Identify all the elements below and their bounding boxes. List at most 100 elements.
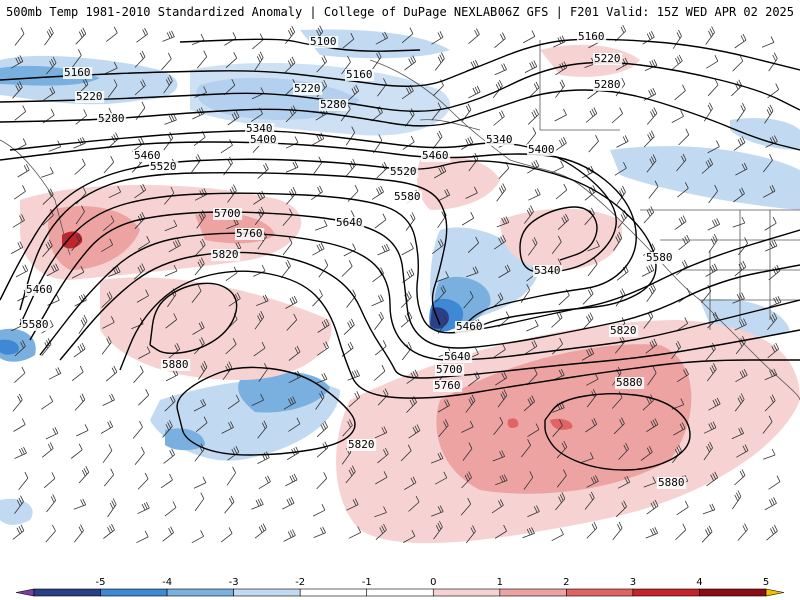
contour-line-5820 [119,270,800,399]
wind-barb [196,210,206,229]
wind-barb [706,55,719,69]
wind-barb [430,452,444,464]
wind-barb [762,448,776,460]
wind-barb [165,313,178,329]
wind-barb [527,159,540,174]
wind-barb [78,466,90,484]
wind-barb [581,452,594,463]
contour-label: 5460 [456,320,483,333]
wind-barb [134,212,146,230]
wind-barb [702,503,716,515]
wind-barb [731,79,743,97]
wind-barb [100,420,114,434]
wind-barb [107,79,118,98]
wind-barb [404,55,417,71]
wind-barb [768,296,782,308]
wind-barb [168,239,181,253]
wind-barb [494,63,507,76]
wind-barb [374,213,387,229]
wind-barb [194,188,208,201]
wind-barb [375,523,387,540]
wind-barb [164,395,176,412]
anomaly-map[interactable]: 5100 5160 5160 5160 5220 5220 5220 5280 5280 5280… [0,24,800,572]
wind-barb [47,294,60,306]
wind-barb [73,342,86,358]
wind-barb [71,233,82,252]
wind-barb [438,419,449,437]
colorbar-bin [33,588,101,597]
contour-label: 5460 [422,149,449,162]
wind-barb [227,110,240,126]
wind-barb [408,424,421,439]
wind-barb [312,242,325,256]
wind-barb [134,183,147,199]
wind-barb [701,158,714,174]
wind-barb [582,287,594,305]
wind-barb [492,79,503,98]
wind-barb [41,442,54,458]
wind-barb [646,154,657,173]
wind-barb [671,340,681,360]
wind-barb [377,78,387,97]
wind-barb [103,523,115,539]
contour-line-5760 [59,251,800,379]
wind-barb [282,497,295,510]
wind-barb [587,240,600,252]
wind-barb [431,505,444,517]
wind-barb [705,26,715,45]
wind-barb [434,471,448,485]
wind-barb [285,136,299,149]
wind-barb [581,165,595,179]
wind-barb [437,399,450,413]
wind-barb [555,61,568,76]
wind-barb [612,521,623,541]
wind-barb [286,313,298,331]
wind-barb [644,59,658,71]
wind-barb [102,316,115,329]
wind-barb [768,264,781,281]
wind-barb [251,87,265,100]
wind-barb [676,153,687,172]
wind-barb [14,446,27,459]
contour-line-5100 [179,38,421,52]
wind-barb [192,321,205,335]
wind-barb [73,137,86,149]
wind-barb [588,135,599,153]
wind-barb [400,311,413,328]
wind-barb [374,340,387,356]
wind-barb [224,495,235,514]
contour-label: 5400 [528,143,555,156]
wind-barb [343,318,355,335]
map-header: 500mb Temp 1981-2010 Standardized Anomal… [0,0,800,24]
wind-barb [101,291,113,308]
wind-barb [160,473,173,489]
wind-barb [435,285,447,303]
contour-label: 5520 [150,160,177,173]
wind-barb [106,26,118,42]
wind-barb [522,30,536,44]
wind-barb [313,526,326,538]
positive-anomaly-region [550,418,573,430]
wind-barb [374,426,388,439]
wind-barb [434,165,447,179]
wind-barb [732,216,746,228]
wind-barb [374,506,387,518]
wind-barb [734,260,747,277]
wind-barb [137,236,151,250]
wind-barb [461,471,472,489]
colorbar-bin [632,588,700,597]
wind-barb [316,341,329,356]
wind-barb [767,342,780,359]
wind-barb [732,490,742,510]
wind-barb [108,265,121,277]
wind-barb [526,368,538,386]
wind-barb [494,524,507,539]
wind-barb [733,187,745,203]
wind-barb [463,290,474,309]
height-contours [0,38,800,471]
contour-label: 5220 [76,90,103,103]
contour-label: 5340 [246,122,273,135]
wind-barb [555,492,566,511]
wind-barb [646,418,659,432]
